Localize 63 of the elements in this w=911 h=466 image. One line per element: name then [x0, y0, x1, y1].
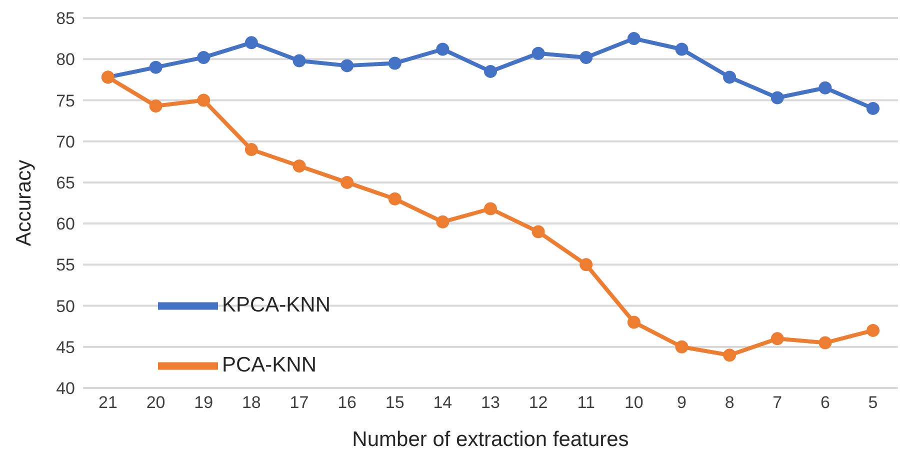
point: [149, 60, 162, 74]
point: [818, 336, 832, 350]
x-tick-label: 20: [146, 393, 166, 412]
point: [388, 192, 402, 206]
x-tick-label: 7: [772, 393, 782, 412]
point: [484, 64, 497, 78]
y-tick-label: 40: [56, 379, 75, 398]
point: [770, 91, 784, 104]
y-axis-title: Accuracy: [12, 159, 36, 246]
x-tick-label: 19: [194, 393, 214, 412]
legend-label: PCA-KNN: [222, 354, 317, 377]
point: [770, 332, 784, 346]
x-tick-label: 18: [242, 393, 261, 412]
point: [723, 70, 736, 84]
x-tick-label: 15: [385, 393, 404, 412]
x-tick-label: 9: [677, 393, 686, 412]
point: [484, 202, 497, 216]
point: [197, 50, 210, 64]
y-tick-label: 60: [56, 214, 75, 234]
point: [292, 160, 306, 172]
point: [866, 102, 880, 115]
y-tick-label: 75: [56, 91, 75, 110]
x-tick-label: 12: [528, 393, 548, 412]
y-tick-label: 55: [56, 256, 75, 275]
point: [340, 176, 354, 189]
point: [436, 42, 450, 56]
point: [580, 50, 593, 64]
point: [436, 215, 450, 228]
y-tick-label: 65: [56, 173, 75, 192]
point: [340, 59, 354, 72]
point: [675, 42, 688, 56]
x-axis-title: Number of extraction features: [352, 428, 629, 451]
point: [244, 143, 258, 156]
x-tick-label: 6: [820, 393, 830, 412]
x-tick-label: 16: [338, 393, 357, 412]
point: [627, 32, 640, 46]
point: [818, 81, 832, 94]
x-tick-label: 5: [868, 393, 878, 412]
point: [197, 94, 210, 107]
x-tick-label: 21: [98, 393, 118, 412]
x-tick-label: 8: [724, 393, 734, 412]
point: [532, 46, 545, 60]
x-tick-label: 10: [624, 393, 644, 412]
x-tick-label: 13: [481, 393, 500, 412]
y-tick-label: 70: [56, 132, 75, 152]
x-tick-label: 14: [433, 393, 452, 412]
point: [675, 340, 688, 354]
point: [723, 348, 736, 362]
y-tick-label: 45: [56, 338, 75, 357]
y-tick-label: 50: [56, 296, 75, 316]
legend-label: KPCA-KNN: [222, 294, 331, 317]
y-tick-label: 80: [56, 50, 75, 70]
point: [149, 99, 162, 112]
point: [866, 324, 880, 337]
point: [292, 54, 306, 68]
point: [244, 36, 258, 50]
point: [580, 258, 593, 272]
point: [627, 316, 640, 329]
point: [532, 225, 545, 238]
point: [388, 56, 402, 70]
x-tick-label: 11: [577, 393, 595, 412]
x-tick-label: 17: [290, 393, 309, 412]
y-tick-label: 85: [56, 9, 75, 28]
